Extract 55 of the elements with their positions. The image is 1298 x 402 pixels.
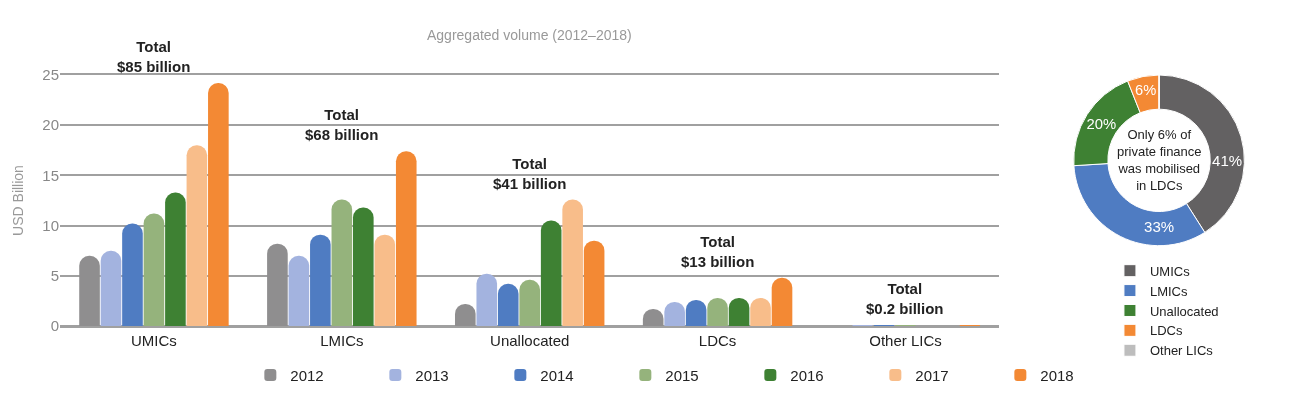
annotation: Total $13 billion: [681, 233, 755, 270]
legend-label: Unallocated: [1149, 303, 1219, 319]
legend-label: 2015: [665, 366, 699, 384]
legend-label: 2016: [790, 366, 824, 384]
bar: [288, 255, 310, 326]
bar: [122, 223, 143, 326]
y-tick-label: 5: [50, 267, 59, 285]
y-tick-label: 10: [42, 216, 59, 234]
bar: [352, 207, 374, 326]
x-tick-label: Unallocated: [490, 331, 570, 349]
annotation: Total $0.2 billion: [866, 280, 944, 317]
y-tick-label: 25: [42, 66, 59, 84]
text: Only 6% of private finance was mobilised in LDCs: [1117, 127, 1202, 193]
bar: [165, 192, 186, 326]
bar: [267, 243, 288, 326]
bar: [331, 199, 353, 326]
data-label: 33%: [1144, 218, 1175, 236]
y-tick-label: 0: [50, 317, 59, 335]
annotation: Total $41 billion: [493, 155, 567, 192]
bar: [100, 250, 122, 326]
bar: [310, 234, 331, 326]
chart-title: Aggregated volume (2012–2018): [427, 27, 632, 43]
legend-label: 2012: [290, 366, 324, 384]
bar: [186, 145, 208, 326]
x-tick-label: Other LICs: [869, 331, 942, 349]
bar: [395, 151, 417, 326]
bar: [497, 283, 519, 326]
legend-label: 2014: [540, 366, 574, 384]
legend-label: 2013: [415, 366, 449, 384]
legend-label: 2018: [1040, 366, 1074, 384]
bar: [374, 234, 396, 326]
data-label: 41%: [1212, 151, 1243, 169]
y-tick-label: 15: [42, 166, 59, 184]
data-label: 6%: [1135, 82, 1157, 99]
bar: [771, 277, 793, 326]
bar: [79, 255, 100, 326]
data-label: 20%: [1086, 116, 1117, 133]
x-tick-label: LMICs: [320, 331, 364, 349]
bar: [143, 213, 165, 326]
annotation: Total $85 billion: [117, 38, 191, 75]
legend-label: Other LICs: [1149, 343, 1214, 359]
bar: [519, 279, 541, 326]
y-axis-title: USD Billion: [9, 165, 26, 236]
y-tick-label: 20: [42, 116, 59, 134]
legend-label: LMICs: [1149, 283, 1188, 299]
bar: [540, 220, 562, 326]
legend-label: UMICs: [1149, 263, 1191, 279]
x-tick-label: UMICs: [131, 331, 177, 349]
bar: [476, 273, 498, 326]
bar: [562, 199, 583, 326]
bar: [583, 240, 605, 326]
x-tick-label: LDCs: [698, 331, 737, 349]
annotation: Total $68 billion: [305, 106, 379, 143]
legend-label: 2017: [915, 366, 949, 384]
bar: [208, 83, 229, 326]
